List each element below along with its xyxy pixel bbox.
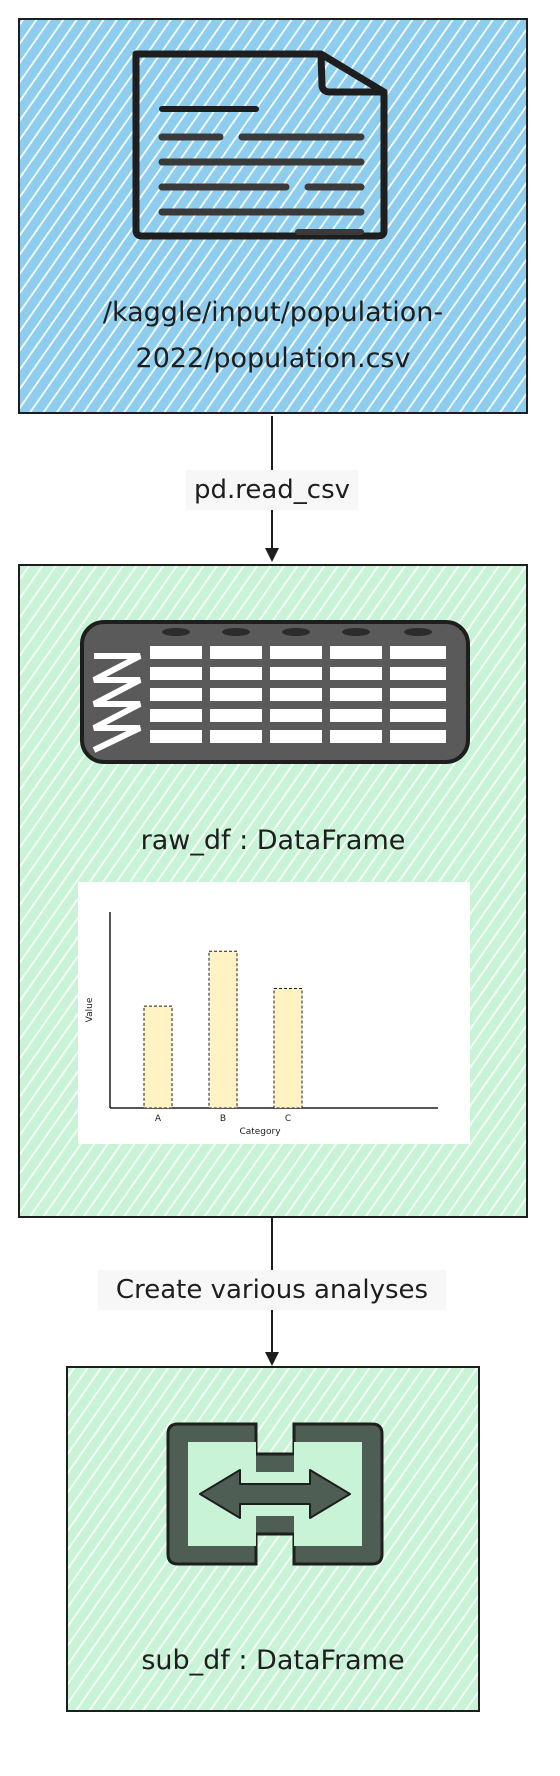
y-axis-label: Value <box>85 997 95 1022</box>
edge-arrowhead-2 <box>265 1352 279 1366</box>
source-csv-node[interactable]: /kaggle/input/population- 2022/populatio… <box>18 18 528 414</box>
sub-df-node[interactable]: sub_df : DataFrame <box>66 1366 480 1712</box>
edge-label-read-csv: pd.read_csv <box>186 470 358 510</box>
edge-arrowhead-1 <box>265 548 279 562</box>
bar-chart: A B C Category Value <box>85 912 438 1137</box>
bar-a <box>143 1005 173 1109</box>
bar-chart-card: A B C Category Value <box>78 882 470 1144</box>
document-icon <box>132 50 388 240</box>
bar-b <box>208 950 238 1109</box>
x-axis-label: Category <box>239 1127 281 1137</box>
source-csv-label-line1: /kaggle/input/population- <box>102 297 444 328</box>
transform-arrows-icon <box>166 1422 384 1566</box>
edge-label-create-analyses: Create various analyses <box>98 1270 446 1310</box>
x-tick-label-c: C <box>285 1114 291 1124</box>
table-icon <box>80 620 470 764</box>
x-tick-label-a: A <box>155 1114 162 1124</box>
raw-df-label: raw_df : DataFrame <box>140 825 406 856</box>
bar-c <box>273 987 303 1109</box>
source-csv-label-line2: 2022/population.csv <box>135 343 411 374</box>
x-tick-label-b: B <box>220 1114 226 1124</box>
raw-df-node[interactable]: raw_df : DataFrame A B C Category Value <box>18 564 528 1218</box>
sub-df-label: sub_df : DataFrame <box>141 1645 405 1676</box>
